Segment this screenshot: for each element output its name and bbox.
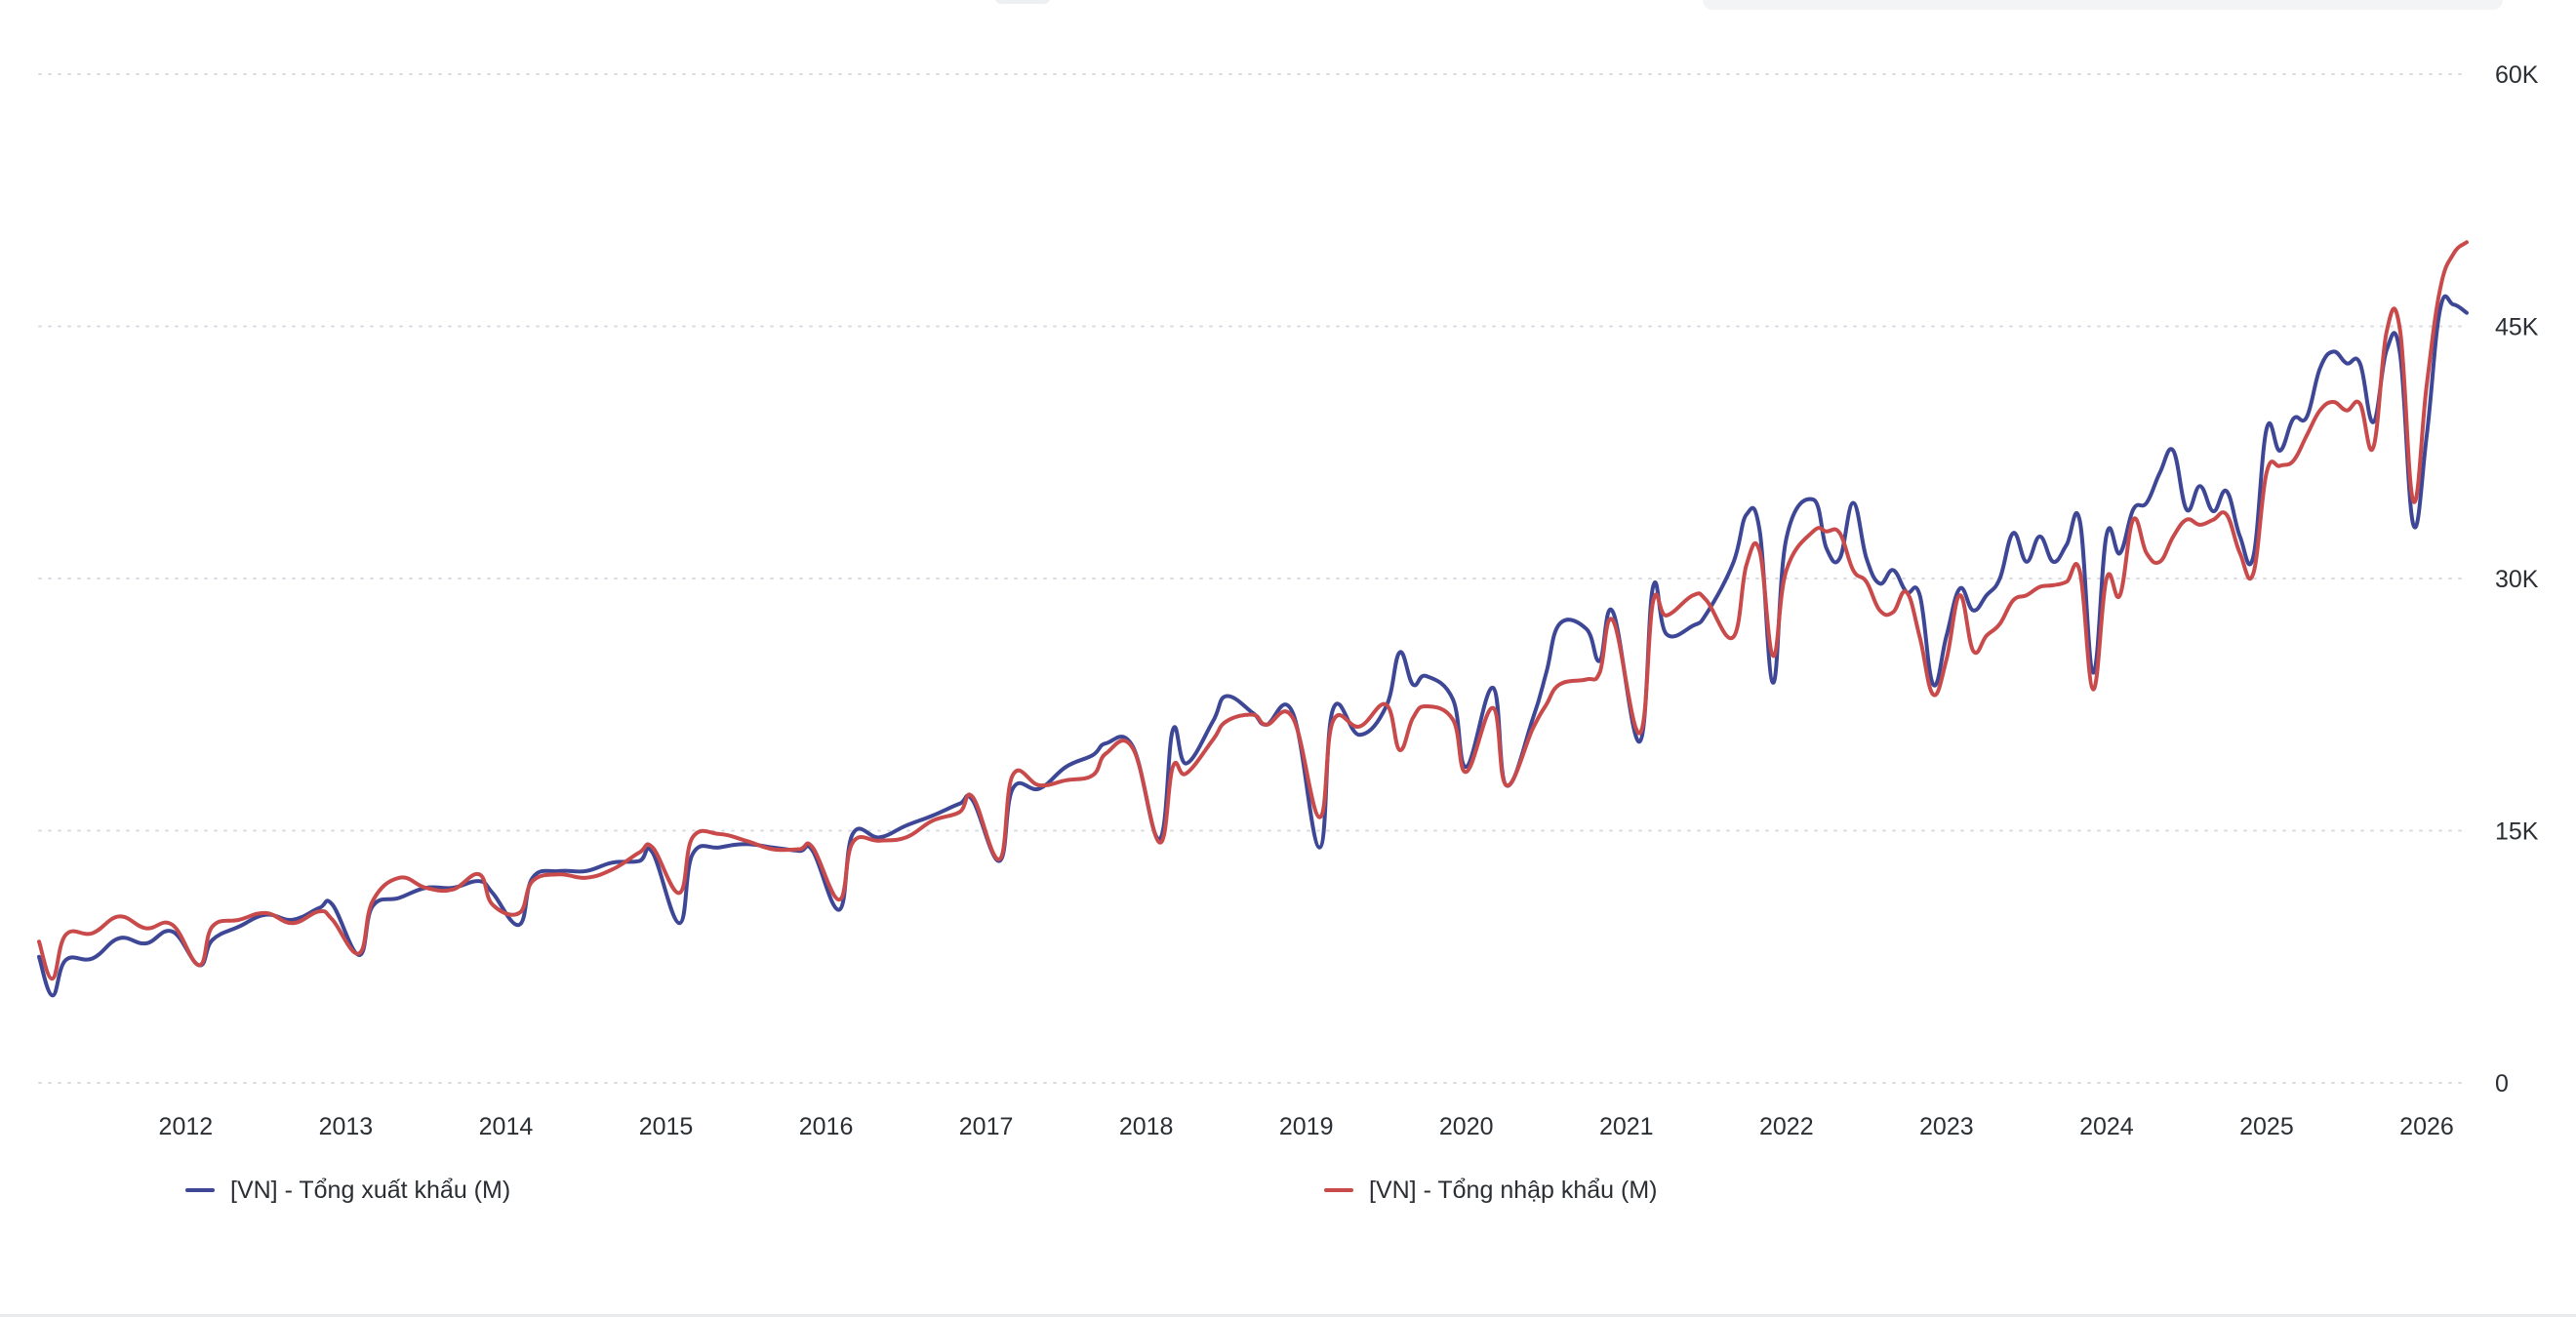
x-tick-label: 2025 [2239, 1113, 2294, 1140]
x-tick-label: 2012 [159, 1113, 214, 1140]
legend-item-imports[interactable]: [VN] - Tổng nhập khẩu (M) [1324, 1171, 1658, 1210]
toolbar-field-remnant [1703, 0, 2503, 10]
legend-swatch-imports [1324, 1188, 1353, 1192]
x-tick-label: 2026 [2399, 1113, 2454, 1140]
x-tick-label: 2015 [639, 1113, 694, 1140]
series-line-exports[interactable] [37, 294, 2469, 998]
y-axis-ticks: 0 15K 30K 45K 60K [2495, 61, 2539, 1098]
legend-label-imports: [VN] - Tổng nhập khẩu (M) [1369, 1176, 1658, 1204]
x-tick-label: 2024 [2079, 1113, 2134, 1140]
x-tick-label: 2016 [799, 1113, 854, 1140]
x-axis-ticks: 2012 2013 2014 2015 2016 2017 2018 2019 2020 2021… [159, 1113, 2454, 1140]
series-line-imports[interactable] [37, 240, 2469, 981]
x-tick-label: 2022 [1759, 1113, 1814, 1140]
top-toolbar-remnant [0, 0, 2576, 12]
y-tick-label: 30K [2495, 566, 2539, 593]
legend-item-exports[interactable]: [VN] - Tổng xuất khẩu (M) [185, 1171, 510, 1210]
y-tick-label: 0 [2495, 1070, 2509, 1098]
legend-swatch-exports [185, 1188, 215, 1192]
legend-label-exports: [VN] - Tổng xuất khẩu (M) [230, 1176, 511, 1204]
chart-legend: [VN] - Tổng xuất khẩu (M) [VN] - Tổng nh… [0, 1171, 2576, 1210]
toolbar-control-remnant [995, 0, 1050, 4]
x-tick-label: 2021 [1599, 1113, 1654, 1140]
y-tick-label: 60K [2495, 61, 2539, 89]
y-tick-label: 15K [2495, 818, 2539, 846]
series-lines [37, 240, 2469, 998]
bottom-divider [0, 1314, 2576, 1317]
x-tick-label: 2019 [1279, 1113, 1334, 1140]
x-tick-label: 2017 [959, 1113, 1014, 1140]
y-tick-label: 45K [2495, 314, 2539, 341]
x-tick-label: 2014 [479, 1113, 534, 1140]
x-tick-label: 2023 [1919, 1113, 1974, 1140]
x-tick-label: 2020 [1439, 1113, 1494, 1140]
x-tick-label: 2013 [319, 1113, 374, 1140]
x-tick-label: 2018 [1119, 1113, 1174, 1140]
